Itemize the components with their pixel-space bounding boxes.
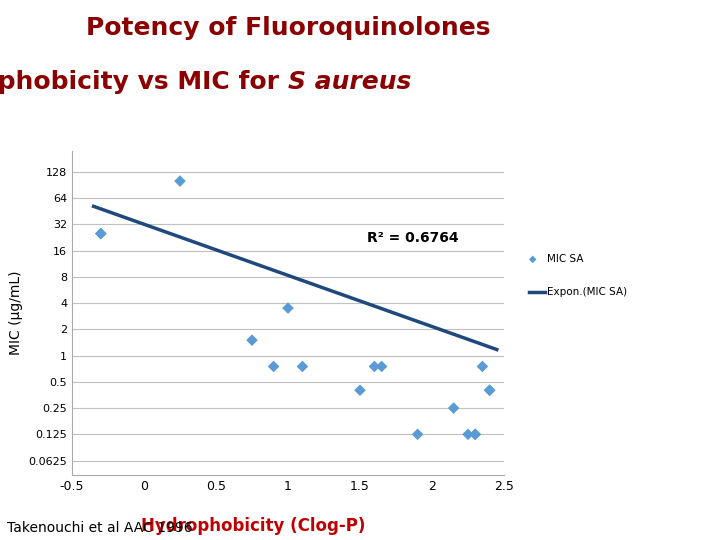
Point (462, 430, 474, 438)
Point (297, 362, 308, 371)
Point (469, 430, 481, 438)
Point (477, 362, 488, 371)
Point (282, 304, 294, 313)
Point (268, 362, 279, 371)
Text: Takenouchi et al AAC 1996: Takenouchi et al AAC 1996 (7, 521, 193, 535)
Point (484, 386, 495, 395)
Text: Hydrophobicity (Clog-P): Hydrophobicity (Clog-P) (141, 517, 366, 535)
Point (246, 336, 258, 345)
Point (469, 430, 481, 438)
Point (174, 177, 186, 185)
Point (484, 386, 495, 395)
Point (412, 430, 423, 438)
Text: Hydrophobicity vs MIC for: Hydrophobicity vs MIC for (0, 70, 288, 94)
Point (448, 404, 459, 413)
Point (95, 230, 107, 238)
Text: R² = 0.6764: R² = 0.6764 (367, 232, 459, 246)
Text: Expon.(MIC SA): Expon.(MIC SA) (547, 287, 627, 296)
Text: S aureus: S aureus (288, 70, 411, 94)
Point (95, 230, 107, 238)
Point (376, 362, 387, 371)
Text: ◆: ◆ (529, 254, 536, 264)
Point (369, 362, 380, 371)
Text: MIC SA: MIC SA (547, 254, 584, 264)
Text: Potency of Fluoroquinolones: Potency of Fluoroquinolones (86, 16, 490, 40)
Y-axis label: MIC (µg/mL): MIC (µg/mL) (9, 271, 23, 355)
Point (354, 386, 366, 395)
